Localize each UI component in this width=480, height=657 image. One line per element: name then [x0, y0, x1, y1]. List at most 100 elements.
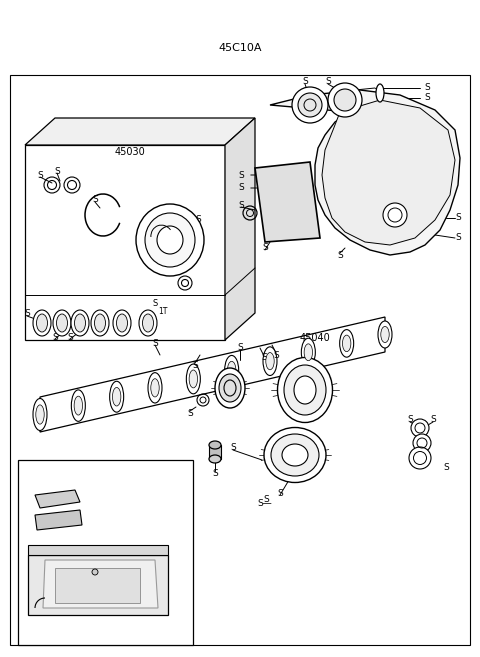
- Ellipse shape: [304, 344, 312, 361]
- Ellipse shape: [36, 405, 44, 424]
- Text: 45040: 45040: [300, 333, 330, 343]
- Ellipse shape: [145, 213, 195, 267]
- Text: S: S: [54, 166, 60, 175]
- Ellipse shape: [74, 396, 83, 415]
- Ellipse shape: [109, 381, 124, 412]
- Text: S: S: [261, 353, 267, 363]
- Ellipse shape: [340, 330, 354, 357]
- Circle shape: [411, 419, 429, 437]
- Ellipse shape: [186, 364, 200, 394]
- Text: S: S: [325, 78, 331, 87]
- Ellipse shape: [264, 428, 326, 482]
- Ellipse shape: [225, 355, 239, 384]
- Ellipse shape: [143, 314, 154, 332]
- Polygon shape: [43, 560, 158, 608]
- Text: S: S: [35, 323, 41, 332]
- Circle shape: [298, 93, 322, 117]
- Ellipse shape: [284, 365, 326, 415]
- Text: S: S: [455, 214, 461, 223]
- Ellipse shape: [33, 399, 47, 430]
- Circle shape: [413, 434, 431, 452]
- Circle shape: [328, 83, 362, 117]
- Ellipse shape: [91, 310, 109, 336]
- Ellipse shape: [33, 310, 51, 336]
- Ellipse shape: [215, 368, 245, 408]
- Circle shape: [292, 87, 328, 123]
- Circle shape: [409, 447, 431, 469]
- Polygon shape: [35, 490, 80, 508]
- Text: 1T: 1T: [158, 307, 168, 317]
- Ellipse shape: [294, 376, 316, 404]
- Ellipse shape: [112, 388, 121, 406]
- Text: S: S: [424, 83, 430, 93]
- Text: S: S: [277, 489, 283, 497]
- Ellipse shape: [263, 347, 277, 376]
- Text: S: S: [52, 332, 58, 342]
- Ellipse shape: [381, 327, 389, 342]
- Ellipse shape: [95, 314, 106, 332]
- Polygon shape: [25, 118, 255, 145]
- Ellipse shape: [219, 374, 241, 402]
- Ellipse shape: [139, 310, 157, 336]
- Polygon shape: [28, 545, 168, 555]
- Circle shape: [334, 89, 356, 111]
- Ellipse shape: [117, 314, 128, 332]
- Text: 45050: 45050: [60, 468, 90, 478]
- Polygon shape: [35, 510, 82, 530]
- Text: S: S: [152, 338, 158, 348]
- Polygon shape: [25, 145, 225, 340]
- Polygon shape: [28, 555, 168, 615]
- Ellipse shape: [57, 314, 68, 332]
- Bar: [209, 445, 221, 459]
- Polygon shape: [225, 118, 255, 340]
- Ellipse shape: [277, 357, 333, 422]
- Text: S: S: [107, 512, 113, 522]
- Text: S: S: [424, 93, 430, 102]
- Ellipse shape: [376, 84, 384, 102]
- Polygon shape: [322, 100, 455, 245]
- Ellipse shape: [151, 378, 159, 397]
- Text: S: S: [407, 415, 413, 424]
- Bar: [55, 568, 140, 603]
- Text: S: S: [455, 233, 461, 242]
- Ellipse shape: [74, 314, 85, 332]
- Text: S: S: [443, 463, 449, 472]
- Text: 45030: 45030: [115, 147, 145, 157]
- Circle shape: [92, 569, 98, 575]
- Bar: [10, 75, 470, 645]
- Ellipse shape: [342, 335, 351, 351]
- Ellipse shape: [209, 441, 221, 449]
- Text: S: S: [135, 585, 141, 595]
- Ellipse shape: [36, 314, 48, 332]
- Ellipse shape: [209, 455, 221, 463]
- Ellipse shape: [301, 338, 315, 367]
- Text: S: S: [37, 171, 43, 179]
- Ellipse shape: [228, 361, 236, 379]
- Ellipse shape: [378, 321, 392, 348]
- Ellipse shape: [71, 310, 89, 336]
- Polygon shape: [255, 162, 320, 242]
- Ellipse shape: [53, 310, 71, 336]
- Ellipse shape: [113, 310, 131, 336]
- Text: S: S: [187, 409, 193, 417]
- Text: S: S: [212, 468, 218, 478]
- Text: S: S: [263, 495, 269, 505]
- Text: S: S: [430, 415, 436, 424]
- Text: S: S: [237, 344, 243, 353]
- Ellipse shape: [189, 370, 198, 388]
- Polygon shape: [270, 90, 460, 255]
- Text: S: S: [238, 200, 244, 210]
- Circle shape: [383, 203, 407, 227]
- Text: S: S: [152, 298, 157, 307]
- Text: S: S: [92, 196, 98, 204]
- Text: S: S: [262, 244, 268, 252]
- Ellipse shape: [271, 434, 319, 476]
- Text: S: S: [195, 215, 201, 225]
- Polygon shape: [40, 317, 385, 432]
- Text: S: S: [230, 443, 236, 453]
- Text: S: S: [273, 350, 279, 359]
- Text: S: S: [67, 332, 73, 342]
- Text: S: S: [107, 489, 113, 497]
- Text: S: S: [337, 250, 343, 260]
- Text: 45C10A: 45C10A: [218, 43, 262, 53]
